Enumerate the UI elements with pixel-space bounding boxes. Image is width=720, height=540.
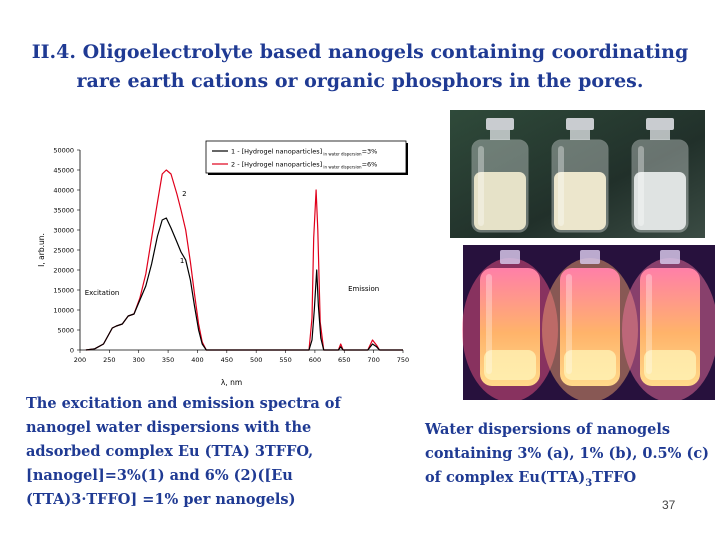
x-tick-label: 500 [250, 356, 262, 364]
uv-vial-1 [462, 250, 558, 402]
vial-highlight [486, 274, 492, 374]
y-tick-label: 35000 [53, 207, 74, 215]
y-tick-label: 15000 [53, 287, 74, 295]
x-tick-label: 200 [74, 356, 86, 364]
x-tick-label: 700 [367, 356, 379, 364]
photo-caption-subscript: 3 [585, 477, 593, 489]
y-tick-label: 20000 [53, 267, 74, 275]
vial-cap [486, 118, 514, 130]
vial-cap [566, 118, 594, 130]
series-group [85, 169, 403, 351]
x-tick-label: 750 [397, 356, 409, 364]
legend-box [205, 140, 407, 174]
vial-cap [646, 118, 674, 130]
x-tick-label: 250 [103, 356, 115, 364]
vial-cap [660, 250, 680, 264]
y-tick-label: 0 [70, 347, 74, 355]
top-vial-2 [551, 118, 609, 233]
x-axis: 200 250 300 350 400 450 500 550 600 650 700 750 λ, n… [74, 349, 409, 387]
photo-caption-main: Water dispersions of nanogels containing… [425, 421, 710, 486]
uv-vial-3 [622, 250, 718, 402]
vial-liquid-bright [484, 350, 536, 380]
legend-entry-1: 1 - [Hydrogel nanoparticles] in water di… [231, 148, 377, 157]
vial-highlight [566, 274, 572, 374]
annotation-excitation: Excitation [85, 289, 120, 297]
x-tick-label: 300 [133, 356, 145, 364]
vial-highlight [646, 274, 652, 374]
photo-caption: Water dispersions of nanogels containing… [425, 418, 715, 496]
vial-neck [570, 130, 590, 140]
y-tick-label: 10000 [53, 307, 74, 315]
vial-liquid-bright [564, 350, 616, 380]
uv-vial-2 [542, 250, 638, 402]
x-tick-label: 450 [221, 356, 233, 364]
vial-liquid [474, 172, 526, 230]
spectra-chart-svg: 0 5000 10000 15000 20000 25000 30000 35000 40000… [37, 140, 409, 387]
series-line-1 [85, 217, 403, 351]
vial-cap [500, 250, 520, 264]
y-tick-label: 25000 [53, 247, 74, 255]
vial-highlight [638, 146, 644, 226]
top-vial-3 [631, 118, 689, 233]
vial-cap [580, 250, 600, 264]
annotations: Excitation Emission 1 2 [85, 190, 380, 297]
vial-photos [430, 100, 718, 402]
vial-liquid [634, 172, 686, 230]
top-vial-1 [471, 118, 529, 233]
slide-title: II.4. Oligoelectrolyte based nanogels co… [31, 41, 689, 92]
y-tick-label: 30000 [53, 227, 74, 235]
legend: 1 - [Hydrogel nanoparticles] in water di… [205, 140, 408, 175]
vial-liquid [554, 172, 606, 230]
uv-vials-photo [462, 245, 718, 402]
vial-liquid-bright [644, 350, 696, 380]
y-axis-label: I, arb.un. [37, 233, 46, 267]
x-tick-label: 550 [279, 356, 291, 364]
annotation-curve-1: 1 [180, 257, 184, 265]
vial-neck [650, 130, 670, 140]
vial-highlight [558, 146, 564, 226]
annotation-emission: Emission [348, 285, 379, 293]
y-tick-label: 5000 [57, 327, 74, 335]
x-tick-label: 650 [338, 356, 350, 364]
y-tick-label: 40000 [53, 187, 74, 195]
page-number: 37 [662, 498, 676, 512]
spectra-chart: 0 5000 10000 15000 20000 25000 30000 35000 40000… [28, 128, 413, 390]
y-tick-label: 45000 [53, 167, 74, 175]
spectra-caption: The excitation and emission spectra of n… [26, 395, 341, 508]
y-axis: 0 5000 10000 15000 20000 25000 30000 35000 40000… [37, 147, 81, 355]
daylight-vials-photo [450, 110, 705, 238]
vial-neck [490, 130, 510, 140]
photo-caption-tail: TFFO [592, 469, 637, 486]
x-tick-label: 600 [309, 356, 321, 364]
legend-entry-2: 2 - [Hydrogel nanoparticles] in water di… [231, 161, 377, 170]
annotation-curve-2: 2 [182, 190, 186, 198]
x-tick-label: 350 [162, 356, 174, 364]
x-tick-label: 400 [191, 356, 203, 364]
series-line-2 [85, 169, 403, 351]
x-axis-label: λ, nm [221, 378, 242, 387]
vial-highlight [478, 146, 484, 226]
y-tick-label: 50000 [53, 147, 74, 155]
vial-photo-svg [450, 110, 718, 402]
